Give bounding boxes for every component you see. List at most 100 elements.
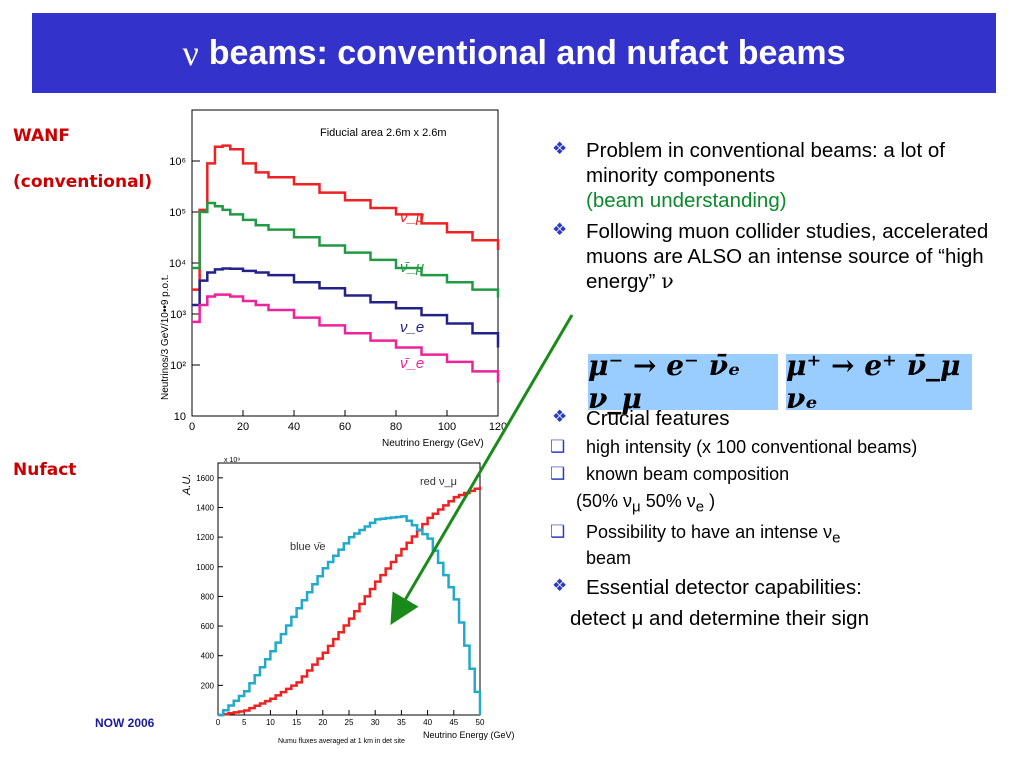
equation-mu-plus: μ⁺ → e⁺ ν̄_μ νₑ xyxy=(786,349,972,415)
nufact-flux-chart: x 10⁹ A.U. Neutrino Energy (GeV) Numu fl… xyxy=(181,457,515,745)
label-nufact: Nufact xyxy=(13,460,77,480)
chart1-series-line xyxy=(192,201,500,298)
diamond-bullet-icon: ❖ xyxy=(552,575,568,595)
label-wanf: WANF xyxy=(13,126,70,146)
composition-detail: (50% νμ 50% νe ) xyxy=(548,491,1018,517)
chart2-ytick-label: 200 xyxy=(201,681,215,690)
chart2-ytick-label: 600 xyxy=(201,622,215,631)
bullet-list: ❖ Problem in conventional beams: a lot o… xyxy=(548,138,1018,631)
chart1-xtick-label: 0 xyxy=(189,421,195,433)
chart2-xtick-label: 0 xyxy=(216,718,221,727)
chart1-lines xyxy=(192,144,500,383)
chart2-multiplier: x 10⁹ xyxy=(224,457,240,464)
chart2-xtick-label: 35 xyxy=(397,718,406,727)
label-nu-e: ν_e xyxy=(400,319,424,336)
label-nubar-e: ν̄_e xyxy=(400,355,424,372)
chart2-xlabel: Neutrino Energy (GeV) xyxy=(423,730,515,740)
label-red-numu: red ν_μ xyxy=(420,476,457,488)
chart2-ticks: 0 5 10 15 20 25 30 35 40 45 50 200 400 600 800 1000 1200… xyxy=(196,474,485,727)
chart2-ytick-label: 1400 xyxy=(196,503,214,512)
sub-possibility-text: Possibility to have an intense ν xyxy=(586,521,833,542)
chart2-xtick-label: 50 xyxy=(476,718,485,727)
chart1-series-line xyxy=(192,144,500,291)
chart2-ytick-label: 1600 xyxy=(196,474,214,483)
slide-title: ν beams: conventional and nufact beams xyxy=(32,13,996,93)
chart2-xtick-label: 5 xyxy=(242,718,247,727)
label-blue-nuebar: blue ν̄e xyxy=(290,541,325,553)
diamond-bullet-icon: ❖ xyxy=(552,220,568,239)
chart1-xlabel: Neutrino Energy (GeV) xyxy=(382,438,484,449)
chart2-xtick-label: 25 xyxy=(345,718,354,727)
title-text: beams: conventional and nufact beams xyxy=(208,33,846,72)
bullet-muon-text: Following muon collider studies, acceler… xyxy=(586,220,989,293)
chart1-ytick-label: 10 xyxy=(174,411,186,423)
bullet-problem: ❖ Problem in conventional beams: a lot o… xyxy=(548,138,1018,213)
chart1-series-line xyxy=(192,293,500,383)
chart1-xtick-label: 120 xyxy=(489,421,507,433)
square-bullet-icon: ❑ xyxy=(550,463,566,483)
sub-possibility-sub: e xyxy=(832,529,841,547)
chart1-ytick-label: 10³ xyxy=(170,309,186,321)
chart1-xtick-label: 20 xyxy=(237,421,249,433)
detail-mu: μ xyxy=(632,498,641,516)
bullet-problem-green: (beam understanding) xyxy=(586,189,787,212)
chart1-series-line xyxy=(192,267,500,348)
chart2-xtick-label: 45 xyxy=(449,718,458,727)
sub-intensity: ❑ high intensity (x 100 conventional bea… xyxy=(548,437,1018,459)
label-conventional: (conventional) xyxy=(13,172,153,192)
chart1-title: Fiducial area 2.6m x 2.6m xyxy=(320,127,447,139)
bullet-crucial: ❖ Crucial features xyxy=(548,406,1018,431)
chart2-xtick-label: 20 xyxy=(318,718,327,727)
bullet-detector: ❖ Essential detector capabilities: xyxy=(548,575,1018,600)
chart1-xtick-label: 60 xyxy=(339,421,351,433)
square-bullet-icon: ❑ xyxy=(550,521,566,541)
chart2-ytick-label: 800 xyxy=(201,592,215,601)
bullet-detector-line2: detect μ and determine their sign xyxy=(570,606,869,630)
label-nubar-mu: ν̄_μ xyxy=(400,259,424,276)
detail-b: 50% ν xyxy=(640,490,696,511)
detail-c: ) xyxy=(704,490,716,511)
bullet-problem-text: Problem in conventional beams: a lot of … xyxy=(586,139,945,187)
wanf-flux-chart: Fiducial area 2.6m x 2.6m Neutrinos/3 Ge… xyxy=(160,109,507,449)
chart2-caption: Numu fluxes averaged at 1 km in det site xyxy=(278,738,405,745)
sub-possibility: ❑ Possibility to have an intense νe beam xyxy=(548,522,1018,570)
detail-a: (50% ν xyxy=(576,490,633,511)
chart1-ytick-label: 10⁴ xyxy=(169,258,186,270)
sub-possibility-end: beam xyxy=(586,547,632,568)
bullet-crucial-text: Crucial features xyxy=(586,407,730,430)
chart1-ticks: 0 20 40 60 80 100 120 10 10² 10³ 10⁴ 10⁵ 10⁶ xyxy=(169,156,507,433)
chart2-ytick-label: 400 xyxy=(201,652,215,661)
bullet-detector-text: Essential detector capabilities: xyxy=(586,575,862,599)
title-symbol: ν xyxy=(182,33,199,73)
chart1-ytick-label: 10² xyxy=(170,360,186,372)
diamond-bullet-icon: ❖ xyxy=(552,139,568,158)
chart2-lines xyxy=(218,486,482,717)
chart1-xtick-label: 80 xyxy=(390,421,402,433)
sub-intensity-text: high intensity (x 100 conventional beams… xyxy=(586,437,918,457)
chart2-xtick-label: 15 xyxy=(292,718,301,727)
sub-composition: ❑ known beam composition xyxy=(548,464,1018,486)
chart2-series-line xyxy=(218,486,482,717)
chart2-ytick-label: 1000 xyxy=(196,563,214,572)
footer-note: NOW 2006 xyxy=(95,716,155,730)
chart2-frame xyxy=(217,462,481,716)
diamond-bullet-icon: ❖ xyxy=(552,407,568,426)
bullet-muon-symbol: ν xyxy=(661,269,674,293)
chart2-xtick-label: 40 xyxy=(423,718,432,727)
chart1-xtick-label: 40 xyxy=(288,421,300,433)
chart2-xtick-label: 10 xyxy=(266,718,275,727)
chart1-xtick-label: 100 xyxy=(438,421,456,433)
chart2-ylabel: A.U. xyxy=(181,474,193,496)
green-arrow xyxy=(390,314,574,625)
detail-e: e xyxy=(695,498,705,516)
chart1-ytick-label: 10⁶ xyxy=(169,156,186,168)
sub-composition-text: known beam composition xyxy=(586,463,790,484)
chart2-xtick-label: 30 xyxy=(371,718,380,727)
equation-mu-minus: μ⁻ → e⁻ ν̄ₑ ν_μ xyxy=(588,349,778,415)
chart1-ylabel: Neutrinos/3 GeV/10••9 p.o.t. xyxy=(160,275,171,400)
chart2-ytick-label: 1200 xyxy=(196,533,214,542)
square-bullet-icon: ❑ xyxy=(550,437,566,456)
chart2-series-line xyxy=(218,515,482,717)
bullet-muon: ❖ Following muon collider studies, accel… xyxy=(548,219,1018,294)
label-nu-mu: ν_μ xyxy=(400,209,424,226)
